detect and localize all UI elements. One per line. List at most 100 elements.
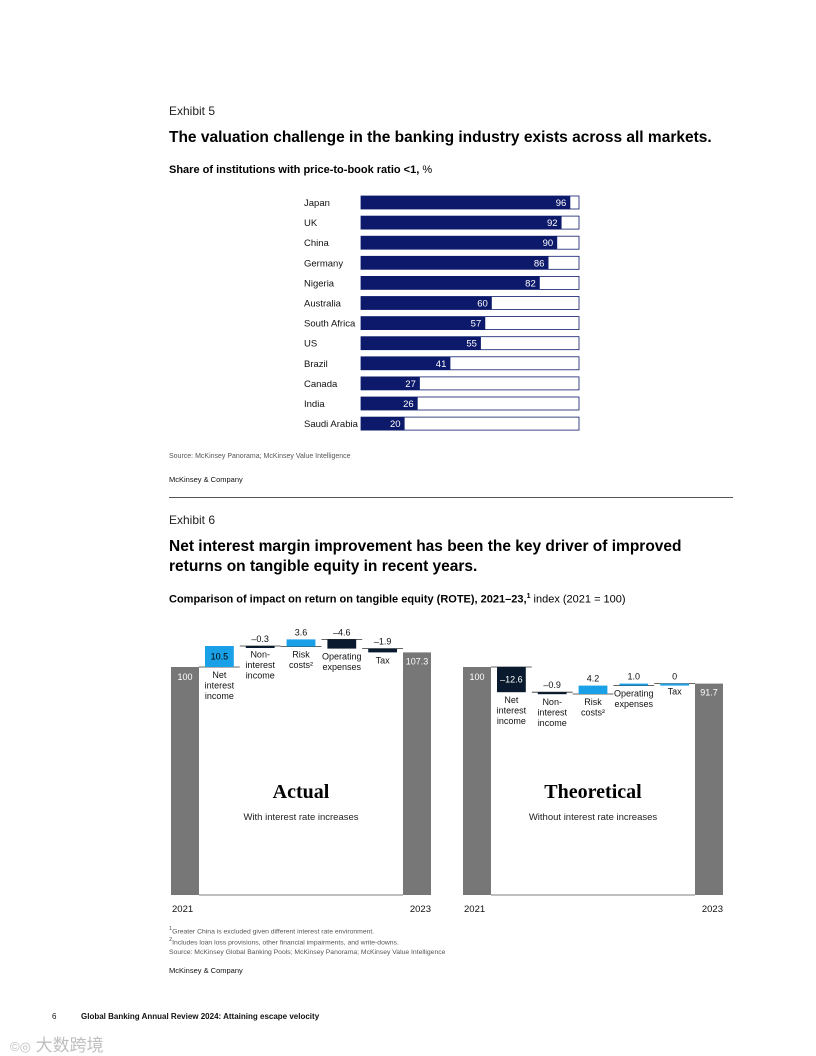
theoretical-step-1-bar	[497, 667, 526, 693]
exhibit6-subtitle-rest: index (2021 = 100)	[530, 593, 626, 606]
actual-start-year: 2021	[172, 904, 193, 915]
actual-step-4-value: –4.6	[333, 627, 351, 637]
actual-step-2-label-line-2: interest	[245, 660, 275, 670]
theoretical-start-bar	[463, 667, 491, 895]
exhibit5-subtitle-unit: %	[419, 164, 433, 176]
bar-value-india: 26	[403, 399, 414, 410]
bar-japan	[361, 196, 571, 209]
bar-label-germany: Germany	[304, 258, 343, 269]
bar-china	[361, 236, 558, 250]
bar-label-nigeria: Nigeria	[304, 278, 335, 289]
actual-step-3-value: 3.6	[295, 627, 308, 637]
exhibit6-footnotes: 1Greater China is excluded given differe…	[169, 925, 445, 957]
actual-step-5-label-line-1: Tax	[376, 655, 391, 665]
section-divider	[169, 497, 733, 498]
actual-step-1-bar	[205, 646, 234, 667]
bar-value-australia: 60	[477, 299, 488, 310]
theoretical-end-value: 91.7	[700, 688, 718, 698]
theoretical-step-5-bar	[660, 683, 689, 686]
actual-step-2-label-line-3: income	[246, 671, 275, 681]
actual-end-value: 107.3	[406, 656, 429, 666]
exhibit5-label: Exhibit 5	[169, 104, 216, 118]
theoretical-step-2-bar	[537, 692, 567, 695]
actual-step-1-label-line-3: income	[205, 691, 234, 701]
theoretical-end-bar	[695, 683, 723, 895]
publication-title: Global Banking Annual Review 2024: Attai…	[81, 1012, 320, 1021]
exhibit6-label: Exhibit 6	[169, 513, 216, 527]
theoretical-step-2-label-line-3: income	[538, 718, 567, 728]
theoretical-step-2-label-line-1: Non-	[542, 697, 562, 707]
footnote-1: 1Greater China is excluded given differe…	[169, 926, 375, 936]
actual-panel-subtitle: With interest rate increases	[243, 812, 358, 823]
bar-value-us: 55	[466, 339, 477, 350]
bar-australia	[361, 296, 492, 310]
bar-value-japan: 96	[556, 198, 567, 209]
actual-step-5-bar	[368, 648, 397, 653]
bar-canada	[361, 376, 420, 390]
actual-step-4-bar	[327, 639, 357, 649]
theoretical-step-4-bar	[619, 683, 649, 686]
bar-value-south-africa: 57	[471, 319, 482, 330]
actual-end-year: 2023	[410, 904, 431, 915]
exhibit5-title: The valuation challenge in the banking i…	[169, 129, 712, 146]
theoretical-step-1-label-line-3: income	[497, 716, 526, 726]
theoretical-step-4-value: 1.0	[628, 672, 641, 682]
actual-step-4-label-line-2: expenses	[323, 662, 362, 672]
theoretical-step-5-label-line-1: Tax	[668, 687, 683, 697]
bar-label-saudi-arabia: Saudi Arabia	[304, 419, 359, 430]
theoretical-step-2-value: –0.9	[543, 680, 561, 690]
actual-step-2-value: –0.3	[251, 634, 269, 644]
bar-india	[361, 397, 418, 410]
bar-value-germany: 86	[534, 258, 545, 269]
theoretical-step-1-label-line-2: interest	[497, 706, 527, 716]
bar-brazil	[361, 356, 451, 370]
theoretical-step-1-label-line-1: Net	[504, 695, 519, 705]
bar-label-india: India	[304, 399, 325, 410]
actual-step-4-label-line-1: Operating	[322, 652, 362, 662]
footnote-2-text: Includes loan loss provisions, other fin…	[172, 939, 399, 947]
exhibit6-title: Net interest margin improvement has been…	[169, 537, 682, 577]
price-to-book-bar-chart: Japan 96 UK 92 China 90 Germany 86 Nigeria 82 Aust…	[300, 192, 590, 438]
exhibit6-subtitle: Comparison of impact on return on tangib…	[169, 593, 626, 606]
footnote-2: 2Includes loan loss provisions, other fi…	[169, 937, 399, 947]
bar-label-canada: Canada	[304, 379, 338, 390]
theoretical-step-1-value: –12.6	[500, 675, 523, 685]
bar-label-us: US	[304, 339, 317, 350]
watermark-text: 大数跨境	[35, 1036, 104, 1055]
bar-label-south-africa: South Africa	[304, 319, 356, 330]
theoretical-step-3-label-line-1: Risk	[584, 697, 602, 707]
theoretical-step-3-value: 4.2	[587, 674, 600, 684]
bar-south-africa	[361, 316, 486, 330]
bar-label-brazil: Brazil	[304, 359, 328, 370]
actual-start-value: 100	[177, 672, 192, 682]
actual-step-3-label-line-1: Risk	[292, 650, 310, 660]
theoretical-step-5-value: 0	[672, 672, 677, 682]
bar-label-china: China	[304, 238, 330, 249]
bar-value-canada: 27	[405, 379, 416, 390]
theoretical-start-value: 100	[469, 672, 484, 682]
exhibit5-subtitle: Share of institutions with price-to-book…	[169, 164, 432, 176]
theoretical-step-4-label-line-2: expenses	[615, 699, 654, 709]
bar-label-australia: Australia	[304, 299, 342, 310]
exhibit6-title-line2: returns on tangible equity in recent yea…	[169, 558, 478, 575]
theoretical-step-4-label-line-1: Operating	[614, 689, 654, 699]
exhibit6-brand: McKinsey & Company	[169, 966, 243, 975]
actual-end-bar	[403, 652, 431, 895]
exhibit6-title-line1: Net interest margin improvement has been…	[169, 538, 682, 555]
actual-panel-title: Actual	[273, 781, 330, 803]
bar-nigeria	[361, 276, 540, 290]
bar-value-china: 90	[543, 238, 554, 249]
exhibit5-subtitle-bold: Share of institutions with price-to-book…	[169, 164, 420, 176]
watermark: ©◎ 大数跨境	[10, 1031, 104, 1056]
actual-step-2-bar	[245, 646, 275, 648]
exhibit5-brand: McKinsey & Company	[169, 475, 243, 484]
watermark-logo-icon: ©◎	[10, 1039, 31, 1054]
theoretical-end-year: 2023	[702, 904, 723, 915]
exhibit6-subtitle-sup: 1	[526, 593, 531, 600]
bar-value-uk: 92	[547, 218, 558, 229]
theoretical-step-2-label-line-2: interest	[537, 708, 567, 718]
bar-saudi-arabia	[361, 417, 405, 431]
bar-chart-svg: Japan 96 UK 92 China 90 Germany 86 Nigeria 82 Aust…	[304, 195, 580, 431]
actual-step-1-label-line-2: interest	[205, 681, 235, 691]
